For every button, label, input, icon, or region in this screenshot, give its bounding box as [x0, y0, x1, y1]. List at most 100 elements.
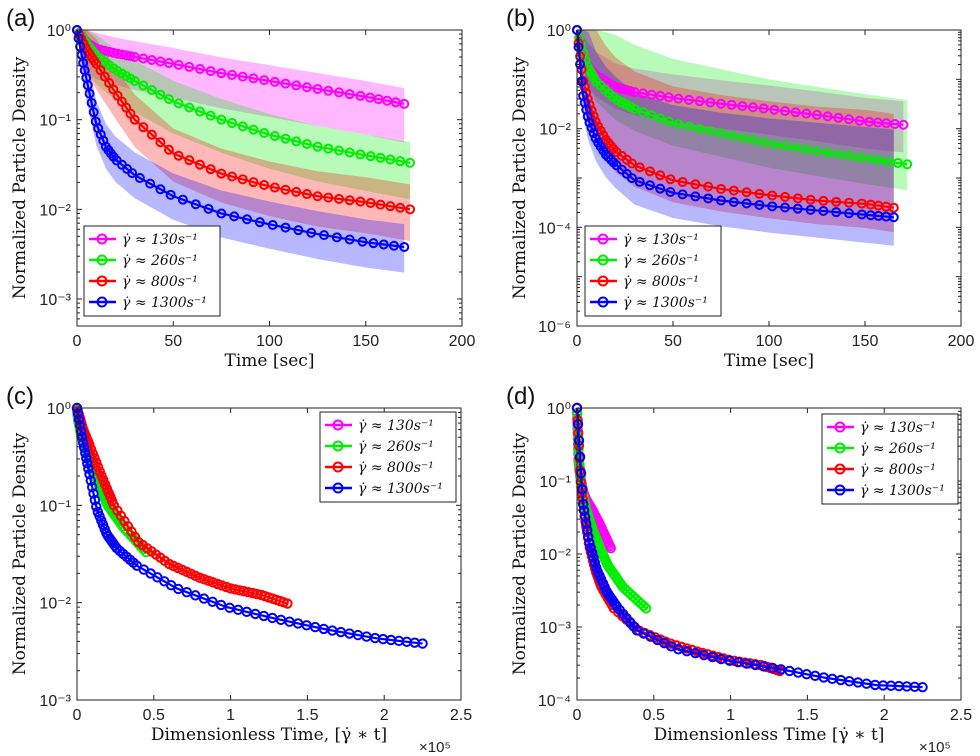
data-point	[77, 437, 89, 448]
x-tick-label: 1.5	[296, 707, 318, 724]
y-tick-label: 10⁻¹	[39, 498, 71, 515]
data-point	[177, 194, 188, 205]
legend-label: γ̇ ≈ 260s⁻¹	[122, 253, 198, 269]
data-point	[854, 152, 865, 163]
data-point	[248, 177, 259, 188]
y-tick-label: 10⁰	[547, 401, 571, 418]
data-point	[375, 152, 386, 163]
data-point	[399, 242, 410, 253]
data-point	[267, 220, 278, 231]
data-point	[331, 232, 342, 243]
data-point	[663, 116, 674, 127]
data-point	[792, 203, 803, 214]
data-point	[673, 119, 684, 130]
data-point	[80, 447, 91, 459]
y-tick-label: 10⁰	[47, 401, 71, 418]
data-point	[291, 136, 302, 147]
y-tick-label: 10⁻⁴	[538, 693, 571, 710]
data-point	[184, 155, 195, 166]
y-tick-label: 10⁻³	[39, 693, 71, 710]
uncertainty-band	[577, 30, 894, 233]
data-point	[822, 147, 833, 158]
data-point	[585, 542, 597, 553]
legend-label: γ̇ ≈ 260s⁻¹	[358, 439, 434, 455]
x-tick-label: 0.5	[143, 707, 165, 724]
data-point	[163, 58, 174, 69]
legend-marker	[834, 421, 846, 433]
y-axis-label: Normalized Particle Density	[10, 432, 30, 675]
x-multiplier: ×10⁵	[419, 739, 451, 756]
legend-marker	[332, 419, 344, 431]
data-point	[205, 164, 216, 175]
data-point	[684, 94, 694, 105]
data-point	[344, 147, 355, 158]
data-point	[207, 596, 218, 607]
data-point	[312, 83, 323, 94]
data-point	[844, 208, 854, 219]
data-point	[334, 87, 345, 98]
legend-label: γ̇ ≈ 1300s⁻¹	[358, 481, 443, 497]
data-point	[205, 110, 216, 121]
x-tick-label: 200	[948, 333, 975, 350]
data-point	[705, 126, 716, 137]
data-point	[181, 586, 193, 598]
axes-frame	[76, 407, 462, 701]
data-point	[605, 543, 616, 554]
legend-label: γ̇ ≈ 130s⁻¹	[623, 232, 699, 248]
data-point	[173, 583, 184, 595]
data-point	[306, 227, 317, 238]
x-tick-label: 100	[756, 333, 783, 350]
data-point	[694, 96, 705, 107]
data-point	[355, 90, 366, 101]
data-point	[737, 132, 748, 143]
data-point	[831, 207, 842, 218]
data-point	[769, 139, 780, 150]
y-tick-label: 10⁻³	[39, 292, 71, 309]
data-point	[627, 158, 638, 169]
series-3	[571, 402, 928, 693]
data-point	[883, 156, 894, 167]
data-point	[805, 194, 816, 205]
data-point	[155, 184, 166, 195]
legend: γ̇ ≈ 130s⁻¹ γ̇ ≈ 260s⁻¹ γ̇ ≈ 800s⁻¹ γ̇ ≈ 13…	[83, 225, 221, 317]
data-point	[368, 238, 379, 249]
x-tick-label: 2	[380, 707, 389, 724]
data-point	[194, 106, 205, 117]
data-point	[216, 208, 227, 219]
data-point	[237, 121, 248, 132]
data-point	[248, 73, 259, 84]
data-point	[780, 191, 790, 202]
data-point	[716, 128, 726, 139]
data-point	[684, 121, 694, 132]
x-tick-label: 150	[852, 333, 879, 350]
data-point	[792, 193, 803, 204]
data-point	[312, 141, 323, 152]
y-tick-label: 10⁻¹	[539, 474, 571, 491]
data-point	[716, 98, 726, 109]
x-tick-label: 150	[352, 333, 379, 350]
data-point	[395, 156, 406, 167]
data-point	[646, 110, 657, 121]
data-point	[82, 458, 93, 469]
data-point	[625, 85, 636, 96]
x-tick-label: 0.5	[643, 707, 665, 724]
data-point	[665, 187, 676, 198]
data-point	[344, 195, 355, 206]
data-point	[194, 64, 205, 75]
data-point	[600, 149, 611, 160]
y-tick-label: 10⁻³	[539, 620, 571, 637]
data-point	[312, 191, 323, 202]
legend-label: γ̇ ≈ 130s⁻¹	[122, 232, 198, 248]
data-point	[293, 225, 304, 236]
data-point	[184, 102, 195, 113]
data-point	[163, 94, 174, 105]
x-tick-label: 2.5	[450, 707, 472, 724]
data-point	[291, 186, 302, 197]
x-tick-label: 1	[226, 707, 235, 724]
y-tick-label: 10⁻⁶	[538, 319, 571, 336]
data-point	[385, 154, 396, 165]
data-point	[334, 145, 345, 156]
data-point	[833, 149, 844, 160]
data-point	[248, 124, 259, 135]
legend-marker	[96, 233, 108, 245]
